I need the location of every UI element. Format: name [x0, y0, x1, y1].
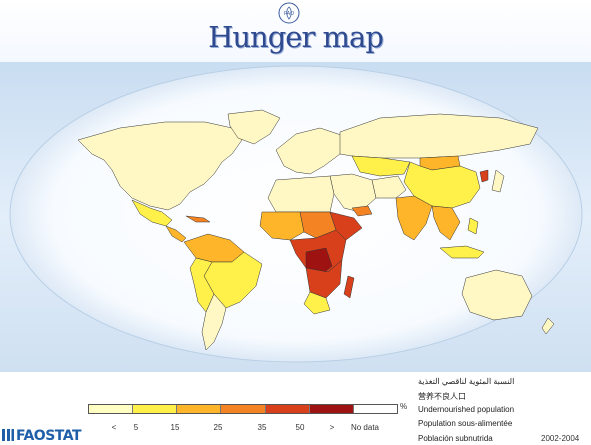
- europe: [275, 127, 345, 175]
- legend-swatch: [264, 405, 309, 413]
- legend-unit: %: [400, 402, 408, 411]
- legend-label-spanish: Población subnutrida: [418, 434, 493, 443]
- legend-swatch: [89, 405, 133, 413]
- north-america: [77, 121, 243, 211]
- legend-tick-label: >: [329, 423, 335, 432]
- horn-of-africa: [329, 211, 363, 241]
- faostat-bars-icon: [2, 429, 14, 441]
- world-map: [9, 65, 583, 363]
- legend-period: 2002-2004: [541, 434, 580, 443]
- australia: [461, 269, 533, 321]
- legend-tick-label: 35: [257, 423, 267, 432]
- central-asia: [351, 155, 411, 177]
- south-africa: [303, 291, 331, 315]
- legend-swatch: [308, 405, 353, 413]
- faostat-brand-text: FAOSTAT: [16, 428, 82, 444]
- legend-tick-label: 5: [133, 423, 139, 432]
- legend-tick-label: 15: [170, 423, 180, 432]
- philippines: [467, 217, 479, 235]
- fao-logo-icon: FAO: [278, 2, 300, 24]
- south-america-south: [201, 293, 227, 351]
- indonesia: [439, 245, 485, 259]
- iran-afghanistan: [371, 175, 407, 199]
- southeast-asia: [431, 205, 461, 241]
- china: [403, 161, 481, 209]
- legend-swatch: [176, 405, 221, 413]
- legend-color-bar: [88, 404, 398, 414]
- central-america: [165, 225, 187, 243]
- japan: [491, 169, 505, 193]
- middle-east: [329, 173, 377, 213]
- new-zealand: [541, 317, 555, 335]
- faostat-logo: FAOSTAT: [2, 428, 82, 444]
- north-africa: [267, 175, 335, 213]
- greenland: [227, 109, 281, 145]
- legend-tick-label: 25: [213, 423, 223, 432]
- legend-label-arabic: النسبة المئوية لناقصي التغذية: [418, 377, 515, 386]
- legend-swatch: [132, 405, 177, 413]
- india: [395, 195, 433, 241]
- yemen: [351, 205, 373, 217]
- page-title: Hunger map: [208, 20, 384, 54]
- madagascar: [343, 275, 355, 299]
- legend-swatch: [352, 405, 397, 413]
- header: FAO Hunger map: [0, 0, 591, 62]
- legend-swatch: [220, 405, 265, 413]
- north-korea: [479, 169, 489, 183]
- fao-logo-text: FAO: [284, 11, 294, 17]
- legend-label-english: Undernourished population: [418, 405, 515, 414]
- mexico: [131, 199, 173, 227]
- legend-tick-label: No data: [350, 423, 380, 432]
- legend-tick-label: <: [111, 423, 117, 432]
- caribbean: [185, 215, 211, 223]
- legend-label-chinese: 营养不良人口: [418, 392, 466, 401]
- legend-label-french: Population sous-alimentée: [418, 419, 513, 428]
- legend-tick-label: 50: [295, 423, 305, 432]
